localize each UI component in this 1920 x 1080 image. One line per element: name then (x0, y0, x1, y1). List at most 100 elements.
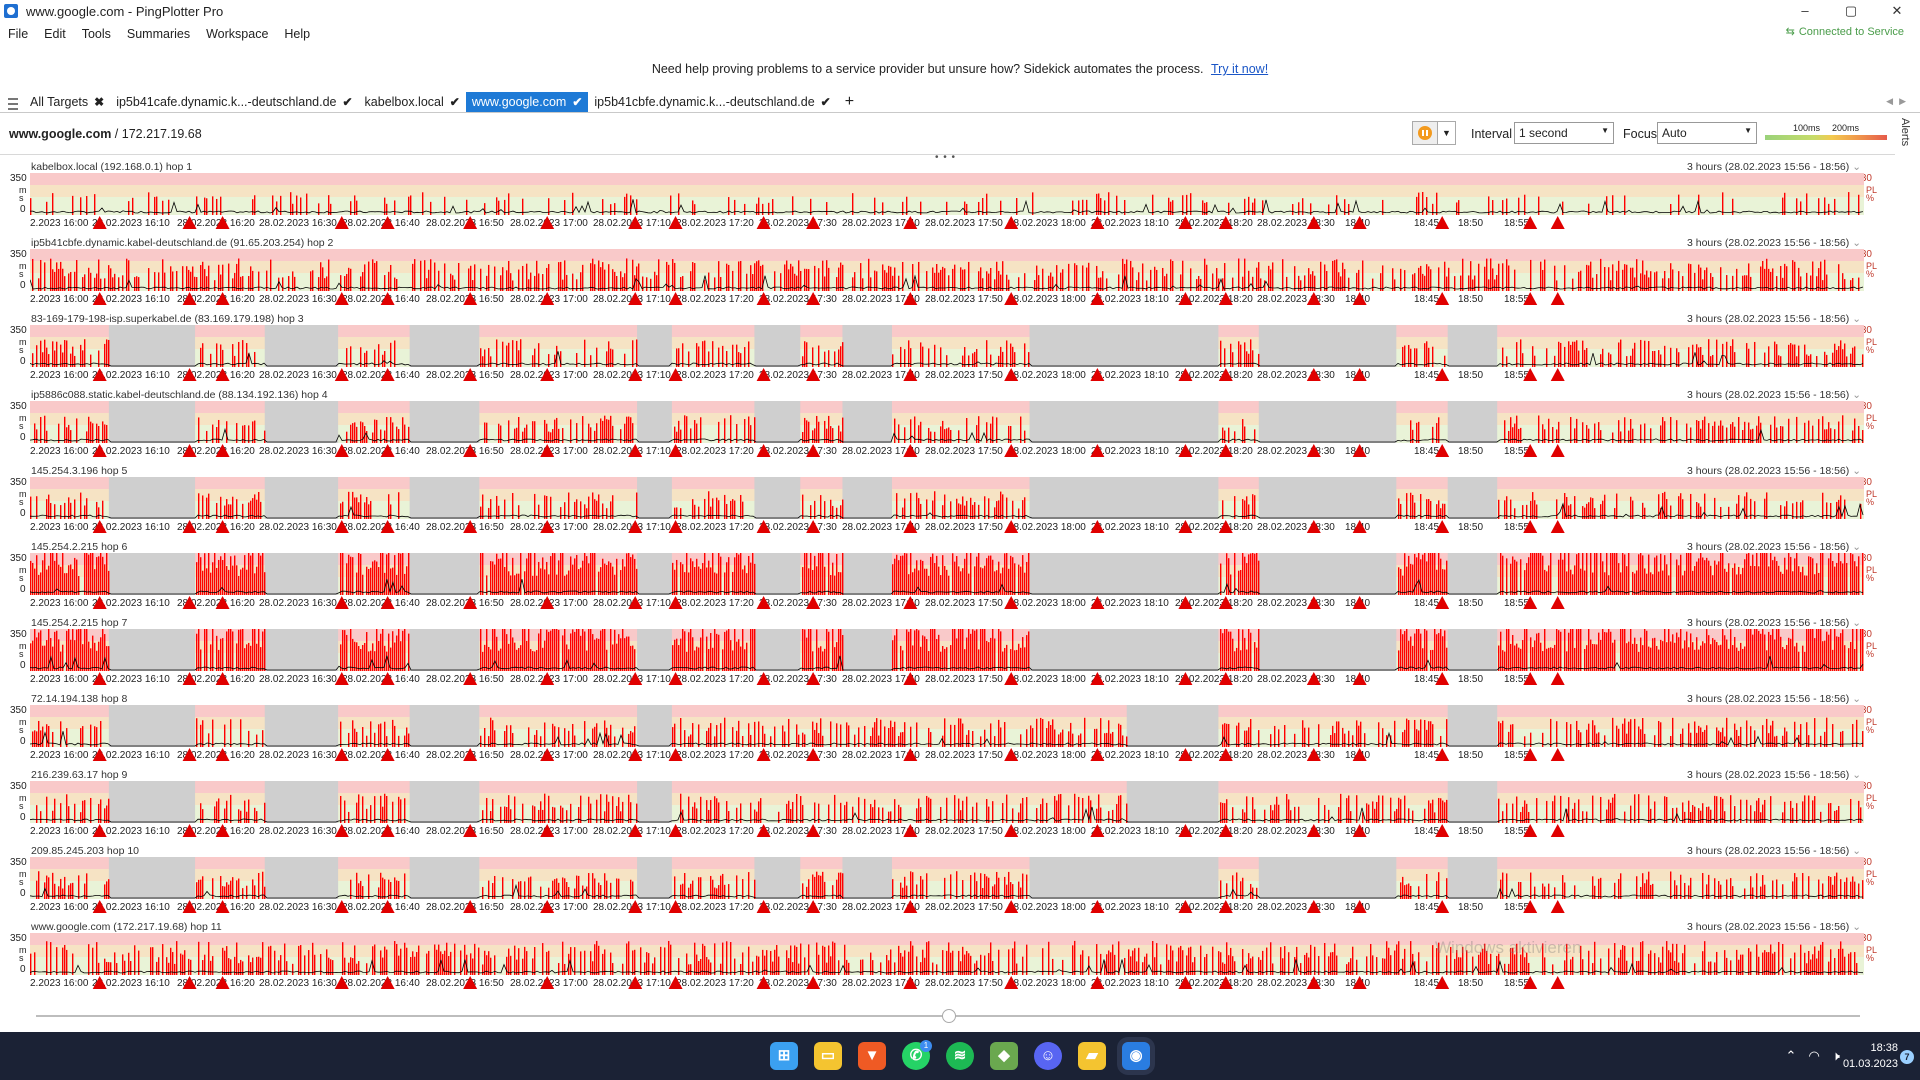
connection-status[interactable]: ⇆ Connected to Service (1786, 25, 1904, 39)
tab-label: www.google.com (471, 95, 567, 109)
hop-latency-plot[interactable] (30, 857, 1864, 899)
menu-edit[interactable]: Edit (44, 27, 66, 41)
pingplotter-icon[interactable]: ◉ (1122, 1042, 1150, 1070)
wifi-icon[interactable]: ◠ (1808, 1048, 1820, 1063)
discord-icon[interactable]: ☺ (1034, 1042, 1062, 1070)
hop-graph-row[interactable]: ip5886c088.static.kabel-deutschland.de (… (0, 388, 1877, 464)
hop-graph-row[interactable]: 83-169-179-198-isp.superkabel.de (83.169… (0, 312, 1877, 388)
menu-workspace[interactable]: Workspace (206, 27, 269, 41)
check-icon[interactable]: ✔ (820, 95, 831, 109)
pause-dropdown-button[interactable]: ▼ (1438, 121, 1456, 145)
spotify-icon[interactable]: ≋ (946, 1042, 974, 1070)
hop-time-range[interactable]: 3 hours (28.02.2023 15:56 - 18:56) (1687, 313, 1861, 325)
check-icon[interactable]: ✔ (449, 95, 460, 109)
hop-latency-plot[interactable] (30, 173, 1864, 215)
minimize-button[interactable]: – (1801, 3, 1809, 18)
add-tab-button[interactable]: + (844, 93, 855, 110)
packet-loss-marker (1550, 900, 1565, 913)
hop-graph-row[interactable]: ip5b41cbfe.dynamic.kabel-deutschland.de … (0, 236, 1877, 312)
hop-time-range[interactable]: 3 hours (28.02.2023 15:56 - 18:56) (1687, 693, 1861, 705)
list-icon[interactable] (8, 98, 18, 110)
hop-latency-plot[interactable] (30, 781, 1864, 823)
hop-graph-row[interactable]: www.google.com (172.217.19.68) hop 11 3 h… (0, 920, 1877, 996)
windows-start-icon[interactable]: ⊞ (770, 1042, 798, 1070)
hop-graph-row[interactable]: 209.85.245.203 hop 10 3 hours (28.02.2023… (0, 844, 1877, 920)
packet-loss-bar (658, 259, 660, 291)
packet-loss-bar (1460, 957, 1462, 975)
hop-latency-plot[interactable] (30, 629, 1864, 671)
packet-loss-bar (1290, 810, 1292, 823)
minecraft-icon[interactable]: ◆ (990, 1042, 1018, 1070)
hop-latency-plot[interactable] (30, 249, 1864, 291)
packet-loss-bar (1536, 504, 1538, 519)
hop-time-range[interactable]: 3 hours (28.02.2023 15:56 - 18:56) (1687, 769, 1861, 781)
try-it-now-link[interactable]: Try it now! (1210, 62, 1269, 76)
hop-time-range[interactable]: 3 hours (28.02.2023 15:56 - 18:56) (1687, 845, 1861, 857)
hop-time-range[interactable]: 3 hours (28.02.2023 15:56 - 18:56) (1687, 389, 1861, 401)
packet-loss-bar (680, 277, 682, 291)
hop-time-range[interactable]: 3 hours (28.02.2023 15:56 - 18:56) (1687, 541, 1861, 553)
focus-select[interactable]: Auto ▼ (1657, 122, 1757, 144)
hop-time-range[interactable]: 3 hours (28.02.2023 15:56 - 18:56) (1687, 617, 1861, 629)
maximize-button[interactable]: ▢ (1844, 3, 1858, 18)
close-button[interactable]: ✕ (1891, 3, 1903, 18)
packet-loss-bar (98, 556, 100, 595)
menu-help[interactable]: Help (284, 27, 311, 41)
whatsapp-icon[interactable]: ✆ (902, 1042, 930, 1070)
hop-latency-plot[interactable] (30, 477, 1864, 519)
check-icon[interactable]: ✔ (342, 95, 353, 109)
speaker-muted-icon[interactable]: 🕨 (1831, 1048, 1840, 1063)
pl-axis-max: 30 (1860, 553, 1872, 564)
pause-button[interactable] (1412, 121, 1438, 145)
packet-loss-bar (1776, 735, 1778, 747)
tab-scroll-arrows[interactable]: ◀▶ (1886, 96, 1912, 106)
tab-ip5b41cbfe[interactable]: ip5b41cbfe.dynamic.k...-deutschland.de ✔ (588, 92, 836, 112)
alerts-panel-toggle[interactable]: Alerts (1899, 118, 1911, 147)
menu-file[interactable]: File (8, 27, 29, 41)
hop-latency-plot[interactable] (30, 553, 1864, 595)
hop-time-range[interactable]: 3 hours (28.02.2023 15:56 - 18:56) (1687, 921, 1861, 933)
hop-time-range[interactable]: 3 hours (28.02.2023 15:56 - 18:56) (1687, 465, 1861, 477)
hop-latency-plot[interactable] (30, 705, 1864, 747)
packet-loss-bar (1108, 192, 1110, 215)
taskbar-clock[interactable]: 18:38 01.03.2023 (1843, 1040, 1898, 1072)
packet-loss-bar (1022, 797, 1024, 823)
notes-icon[interactable]: ▰ (1078, 1042, 1106, 1070)
hop-latency-plot[interactable] (30, 325, 1864, 367)
packet-loss-bar (1432, 799, 1434, 823)
tab-all-targets[interactable]: All Targets ✖ (24, 92, 110, 112)
notification-badge[interactable]: 7 (1900, 1050, 1914, 1064)
brave-browser-icon[interactable]: ▼ (858, 1042, 886, 1070)
time-scrollbar-thumb[interactable] (942, 1009, 956, 1023)
menu-tools[interactable]: Tools (81, 27, 111, 41)
hop-latency-plot[interactable] (30, 933, 1864, 975)
splitter-handle[interactable]: • • • (935, 152, 957, 163)
file-explorer-icon[interactable]: ▭ (814, 1042, 842, 1070)
packet-loss-bar (84, 553, 86, 595)
packet-loss-bar (1732, 422, 1734, 443)
interval-select[interactable]: 1 second ▼ (1514, 122, 1614, 144)
tab-ip5b41cafe[interactable]: ip5b41cafe.dynamic.k...-deutschland.de ✔ (110, 92, 358, 112)
packet-loss-bar (1648, 341, 1650, 367)
packet-loss-marker (380, 976, 395, 989)
packet-loss-bar (1774, 556, 1776, 595)
menu-summaries[interactable]: Summaries (126, 27, 191, 41)
latency-color-scale[interactable]: 100ms 200ms (1765, 123, 1887, 143)
packet-loss-bar (1016, 963, 1018, 975)
hop-latency-plot[interactable] (30, 401, 1864, 443)
chevron-up-icon[interactable]: ⌃ (1785, 1048, 1797, 1063)
tab-kabelbox[interactable]: kabelbox.local ✔ (359, 92, 466, 112)
close-icon[interactable]: ✖ (94, 95, 105, 109)
check-icon[interactable]: ✔ (572, 95, 583, 109)
hop-time-range[interactable]: 3 hours (28.02.2023 15:56 - 18:56) (1687, 161, 1861, 173)
packet-loss-bar (228, 884, 230, 899)
tab-google[interactable]: www.google.com ✔ (465, 92, 589, 112)
packet-loss-bar (1002, 261, 1004, 291)
hop-time-range[interactable]: 3 hours (28.02.2023 15:56 - 18:56) (1687, 237, 1861, 249)
